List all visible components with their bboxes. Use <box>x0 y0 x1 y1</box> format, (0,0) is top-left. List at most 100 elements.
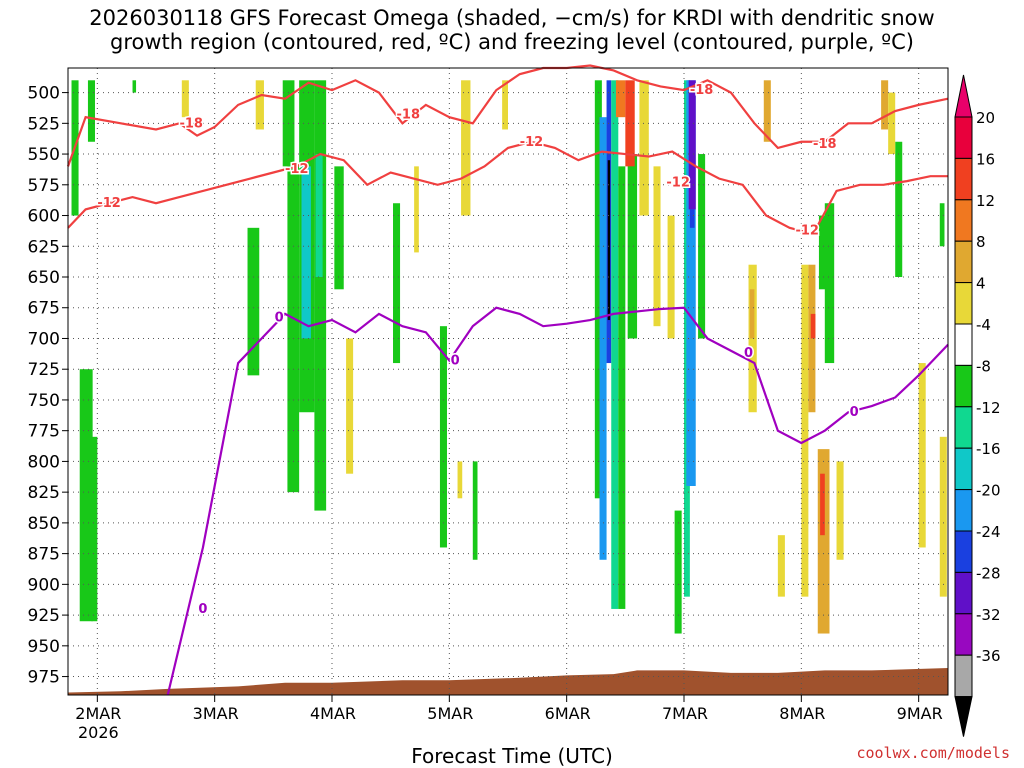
x-tick-label: 7MAR <box>662 704 708 723</box>
omega-cell <box>667 215 675 339</box>
omega-cell <box>817 449 830 634</box>
contour-label: 0 <box>744 346 753 361</box>
colorbar-band <box>954 240 973 284</box>
omega-cell <box>625 80 635 167</box>
x-tick-label: 4MAR <box>310 704 356 723</box>
colorbar-label: 20 <box>976 109 995 127</box>
omega-cell <box>314 80 327 511</box>
contour-label: -12 <box>666 175 690 190</box>
y-tick-label: 550 <box>28 145 60 165</box>
contour-lines <box>66 64 949 696</box>
contour-label: 0 <box>451 354 460 369</box>
omega-cell <box>594 80 602 499</box>
colorbar-band <box>954 364 973 408</box>
omega-cell <box>895 141 903 277</box>
chart-title: 2026030118 GFS Forecast Omega (shaded, −… <box>0 6 1024 54</box>
y-tick-label: 600 <box>28 207 60 227</box>
omega-cell <box>607 160 611 321</box>
colorbar-label: -8 <box>976 357 991 375</box>
y-tick-label: 900 <box>28 575 60 595</box>
omega-cell <box>639 80 649 216</box>
colorbar-label: 16 <box>976 150 995 168</box>
omega-cell <box>87 80 95 142</box>
y-tick-label: 875 <box>28 545 60 565</box>
contour-label: -12 <box>795 223 819 238</box>
omega-cell <box>393 203 401 364</box>
contour-label: -18 <box>813 137 837 152</box>
omega-cell <box>457 461 463 499</box>
omega-cell <box>132 80 137 93</box>
contour-line <box>66 64 949 167</box>
x-tick-label: 8MAR <box>779 704 825 723</box>
colorbar-label: -24 <box>976 523 1001 541</box>
contour-label: 0 <box>198 602 207 617</box>
y-tick-label: 975 <box>28 668 60 688</box>
omega-cell <box>777 535 785 597</box>
colorbar-label: -32 <box>976 606 1001 624</box>
omega-cell <box>461 80 471 216</box>
x-tick-label: 9MAR <box>897 704 943 723</box>
omega-cell <box>502 80 508 130</box>
omega-cell <box>439 326 447 548</box>
contour-label: -12 <box>97 196 121 211</box>
omega-cell <box>414 166 419 253</box>
omega-cell <box>820 473 825 536</box>
x-tick-sublabel: 2026 <box>78 723 119 742</box>
y-tick-label: 700 <box>28 329 60 349</box>
colorbar-label: -12 <box>976 399 1001 417</box>
y-tick-label: 500 <box>28 84 60 104</box>
contour-label: -12 <box>520 135 544 150</box>
colorbar: 20 16 12 8 4 -4 -8 -12 -16 -20 -24 -28 -32 -36 <box>954 74 1001 737</box>
omega-cell <box>627 154 638 339</box>
terrain <box>68 667 948 695</box>
colorbar-band <box>954 406 973 449</box>
credit-text: coolwx.com/models <box>856 744 1010 762</box>
omega-cell <box>611 80 619 609</box>
y-tick-label: 525 <box>28 114 60 134</box>
omega-cell <box>615 80 626 118</box>
contour-label: -12 <box>285 162 309 177</box>
contour-label: -18 <box>690 83 714 98</box>
x-tick-label: 6MAR <box>545 704 591 723</box>
omega-cell <box>836 461 844 560</box>
y-tick-label: 800 <box>28 452 60 472</box>
title-line-2: growth region (contoured, red, ºC) and f… <box>110 30 914 54</box>
omega-cell <box>698 154 706 339</box>
colorbar-band <box>954 489 973 532</box>
x-tick-label: 3MAR <box>193 704 239 723</box>
omega-cell <box>287 166 300 493</box>
colorbar-band <box>954 199 973 242</box>
omega-cell <box>334 166 344 290</box>
omega-cell <box>618 166 626 609</box>
omega-cell <box>689 209 695 228</box>
omega-cell <box>824 203 835 364</box>
title-line-1: 2026030118 GFS Forecast Omega (shaded, −… <box>89 6 935 30</box>
omega-cell <box>888 92 896 155</box>
grid-lines <box>68 68 948 695</box>
colorbar-label: -20 <box>976 482 1001 500</box>
y-tick-label: 950 <box>28 637 60 657</box>
terrain-fill <box>68 667 948 695</box>
colorbar-label: 12 <box>976 192 995 210</box>
plot-frame <box>67 67 949 696</box>
omega-cell <box>939 203 945 247</box>
contour-line <box>166 306 949 696</box>
omega-cell <box>181 80 189 118</box>
colorbar-band <box>954 530 973 573</box>
contour-label: 0 <box>850 405 859 420</box>
colorbar-band <box>954 654 973 698</box>
omega-cell <box>91 436 98 622</box>
y-tick-label: 725 <box>28 360 60 380</box>
omega-cell <box>255 80 264 130</box>
omega-shading <box>71 80 947 634</box>
colorbar-band <box>954 613 973 656</box>
colorbar-top-arrow <box>954 74 973 118</box>
omega-cell <box>79 369 93 622</box>
colorbar-band <box>954 447 973 491</box>
omega-cell <box>301 166 311 339</box>
x-axis-label: Forecast Time (UTC) <box>411 744 613 768</box>
x-tick-label: 2MAR <box>75 704 121 723</box>
omega-cell <box>247 227 260 376</box>
contour-label: -18 <box>397 108 421 123</box>
